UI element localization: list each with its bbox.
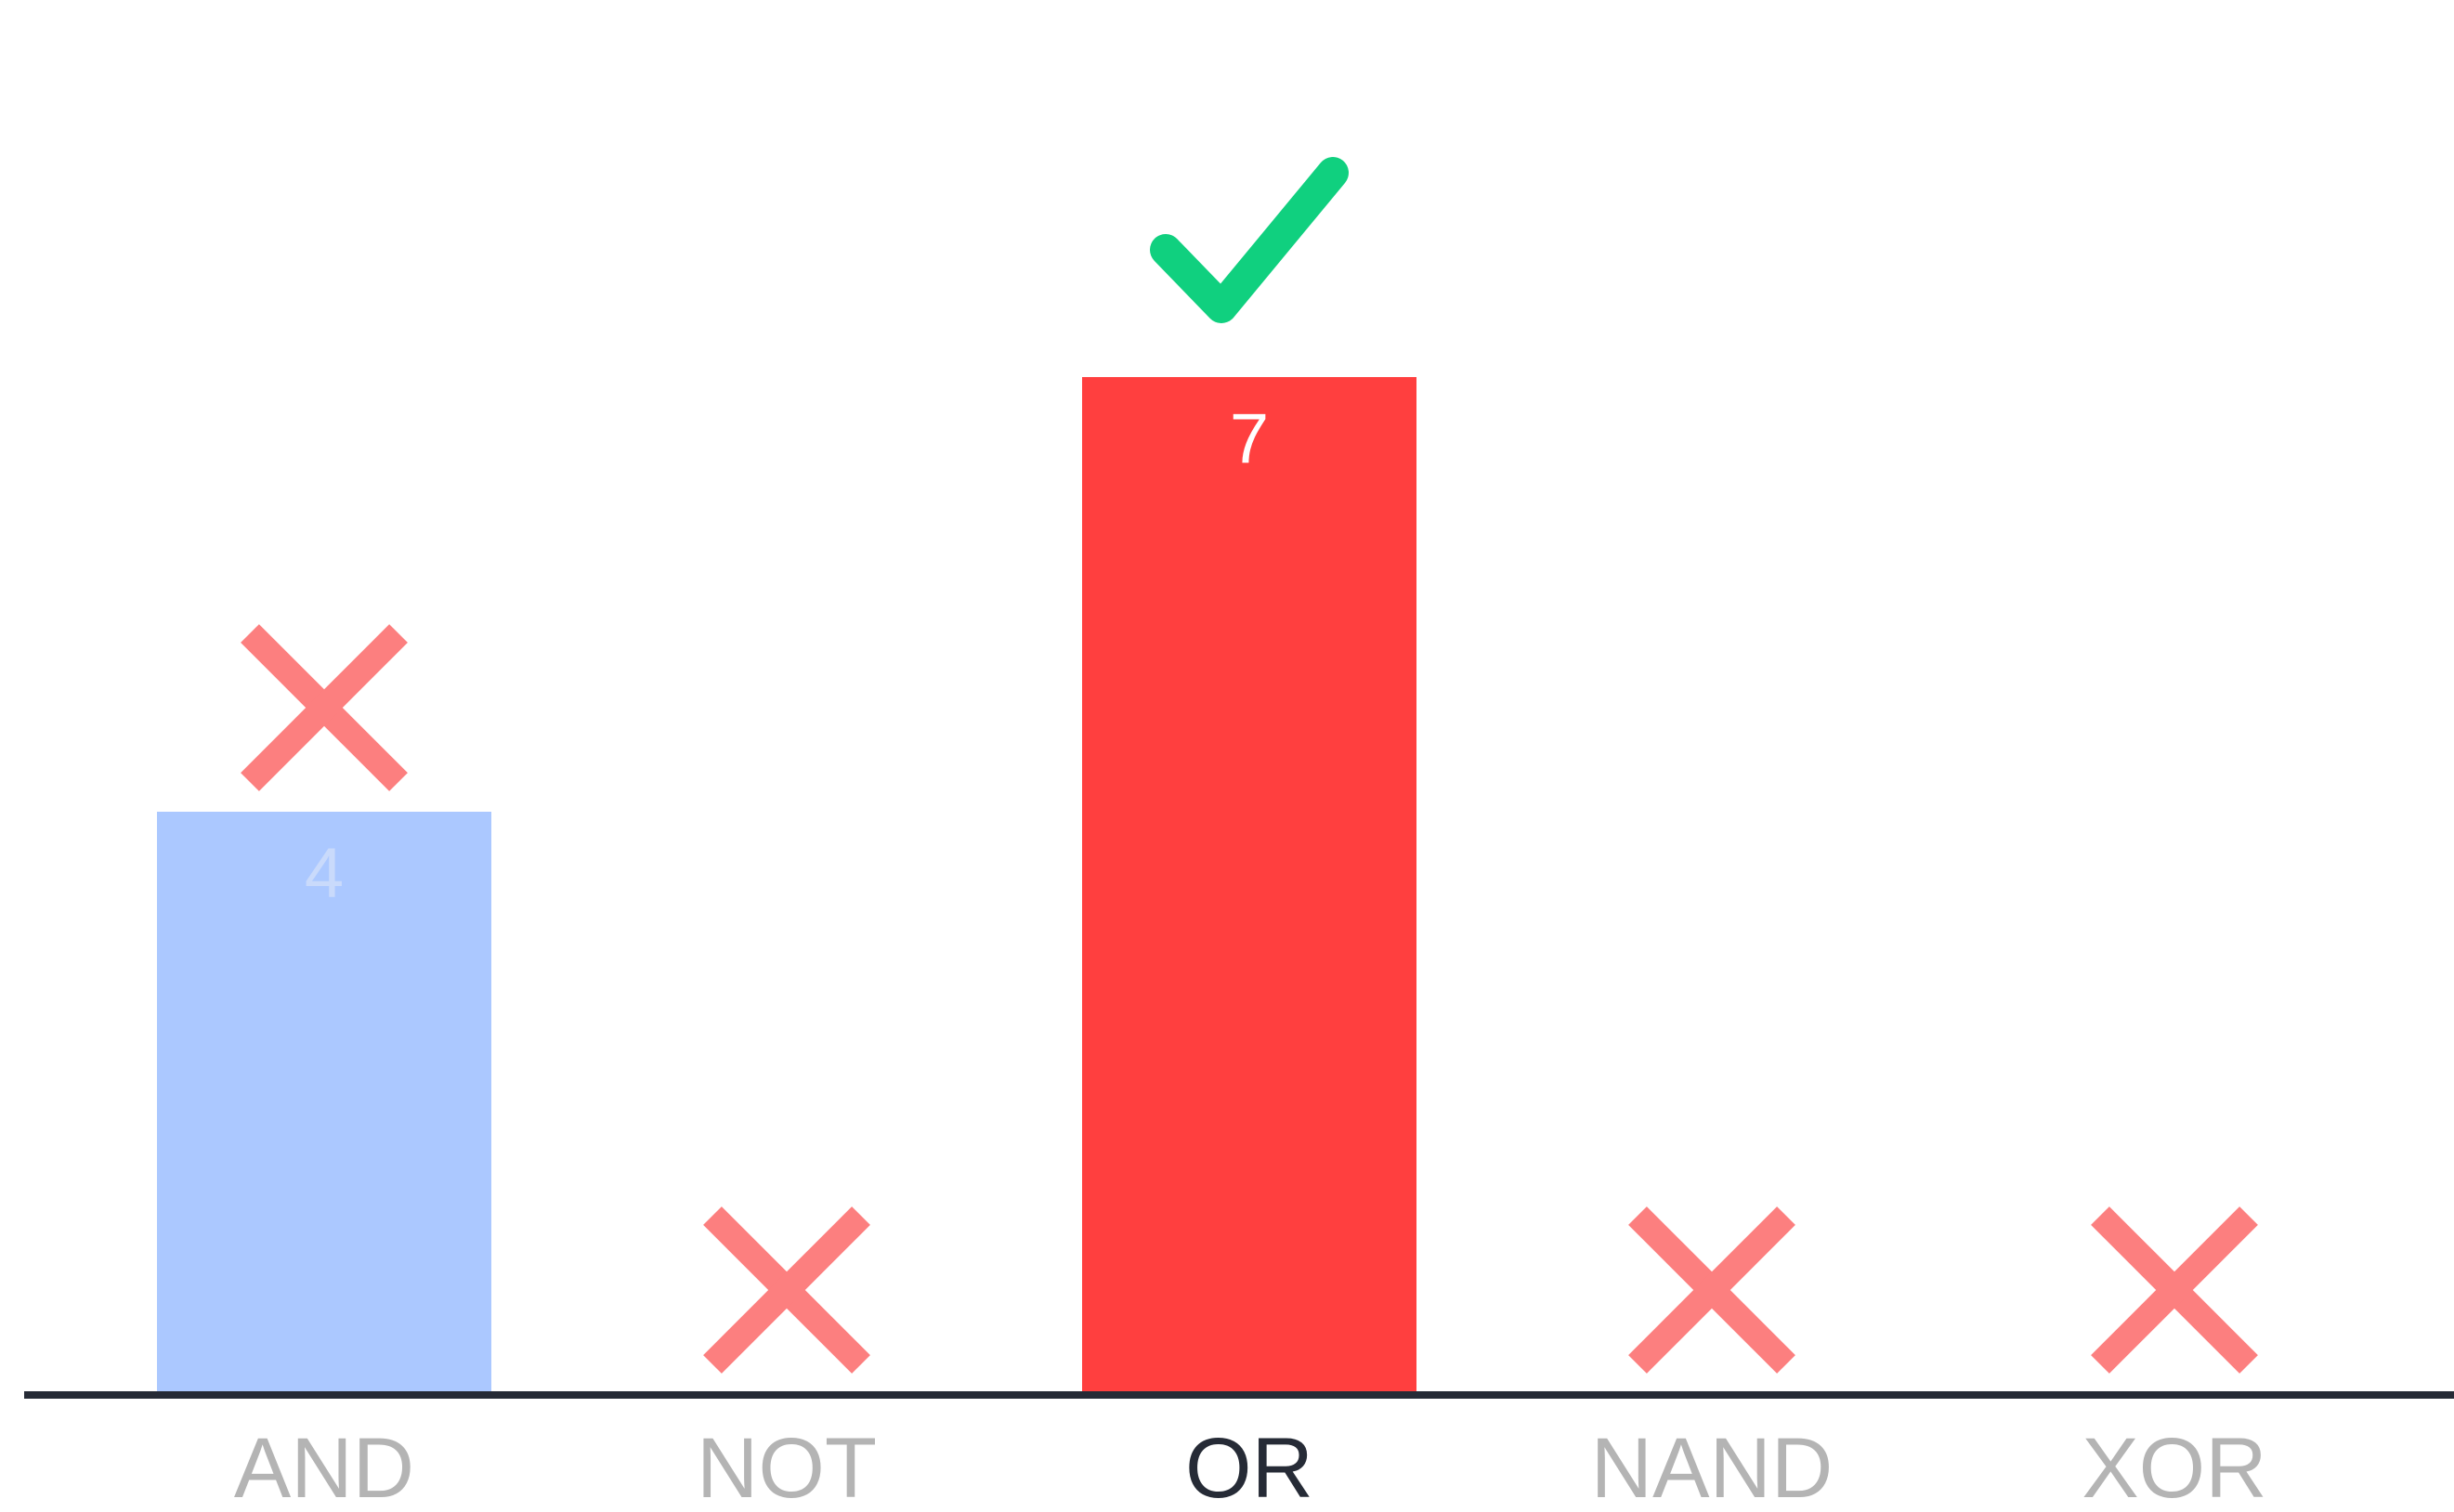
- bars-layer: 47: [157, 377, 1416, 1391]
- cross-icon: [2091, 1206, 2258, 1374]
- cross-icon: [241, 624, 408, 791]
- category-labels-layer: AND NOT OR NAND XOR: [234, 1421, 2267, 1512]
- category-label-and: AND: [234, 1421, 414, 1512]
- category-label-or: OR: [1185, 1421, 1313, 1512]
- bar-value-label: 4: [305, 834, 344, 913]
- bar-and: [157, 812, 491, 1391]
- cross-icon: [703, 1206, 870, 1374]
- cross-icon: [1628, 1206, 1795, 1374]
- category-label-nand: NAND: [1591, 1421, 1834, 1512]
- bar-value-label: 7: [1230, 399, 1269, 478]
- category-label-not: NOT: [697, 1421, 877, 1512]
- category-label-xor: XOR: [2082, 1421, 2266, 1512]
- bar-or: [1082, 377, 1416, 1391]
- check-icon: [1150, 157, 1349, 323]
- markers-layer: [241, 157, 2258, 1374]
